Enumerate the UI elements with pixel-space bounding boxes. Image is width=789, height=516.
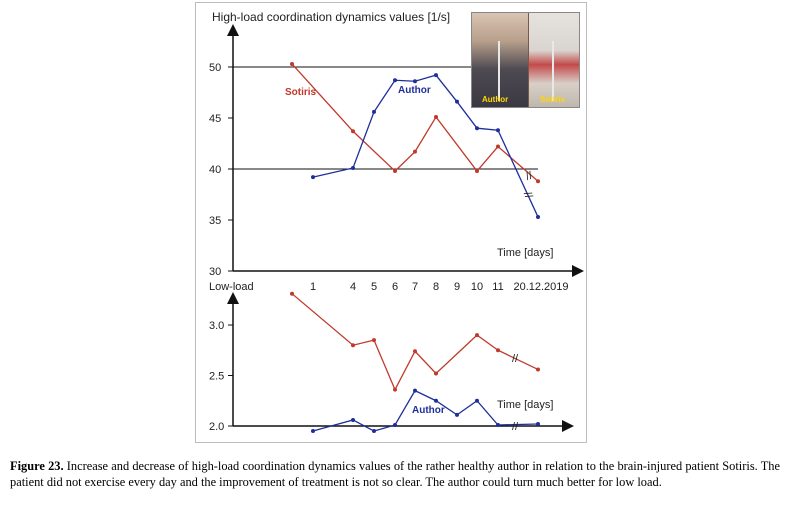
top-point-author (475, 126, 479, 131)
bottom-point-author (496, 422, 500, 427)
bottom-x-axis-title: Time [days] (497, 399, 553, 411)
top-series-line-sotiris (291, 63, 539, 182)
x-tick-label: 8 (433, 281, 439, 293)
x-tick-label: 11 (492, 281, 503, 293)
bottom-y-tick-label: 2.0 (209, 421, 224, 433)
bike-frame-left (498, 41, 500, 101)
bottom-point-author (311, 429, 315, 434)
bottom-chart-title: Low-load (209, 281, 254, 293)
bottom-point-author (434, 398, 438, 403)
top-point-author (393, 78, 397, 83)
photo-caption-author: Author (482, 95, 509, 104)
bottom-point-sotiris (536, 367, 540, 372)
bottom-series-line-author (312, 389, 539, 432)
top-point-sotiris (290, 61, 294, 66)
photo-caption-patient: Sotiris (540, 95, 565, 104)
x-tick-label: 4 (350, 281, 356, 293)
bottom-point-author (455, 412, 459, 417)
bottom-point-author (351, 417, 355, 422)
series-label-author-top: Author (398, 85, 431, 96)
top-point-sotiris (393, 169, 397, 174)
bottom-point-author (475, 398, 479, 403)
top-point-sotiris (434, 114, 438, 119)
author-photo (472, 13, 528, 107)
figure-label: Figure 23. (10, 459, 64, 473)
x-tick-label: 5 (371, 281, 377, 293)
x-tick-label: 20.12.2019 (513, 281, 568, 293)
patient-photo (529, 13, 579, 107)
top-point-author (496, 128, 500, 133)
bottom-y-tick-label: 3.0 (209, 320, 224, 332)
bottom-point-sotiris (413, 349, 417, 354)
bottom-y-tick-label: 2.5 (209, 371, 224, 383)
bottom-point-sotiris (475, 333, 479, 338)
bike-frame-right (552, 41, 554, 101)
bottom-point-sotiris (290, 291, 294, 296)
top-break-marker-2: // (521, 190, 535, 201)
bottom-break-marker-2: // (512, 421, 519, 433)
bottom-point-sotiris (393, 387, 397, 392)
bottom-point-sotiris (496, 348, 500, 353)
bottom-point-author (536, 421, 540, 426)
top-point-sotiris (475, 169, 479, 174)
figure-caption-text: Increase and decrease of high-load coord… (10, 459, 780, 489)
bottom-point-author (413, 388, 417, 393)
top-y-tick-label: 45 (209, 113, 221, 125)
top-point-author (455, 99, 459, 104)
x-tick-label: 9 (454, 281, 460, 293)
bottom-break-marker: // (512, 353, 519, 365)
bottom-point-sotiris (351, 343, 355, 348)
top-point-sotiris (536, 179, 540, 184)
series-label-sotiris-top: Sotiris (285, 87, 317, 98)
top-point-author (311, 175, 315, 180)
photo-inset: Author Sotiris (471, 12, 580, 108)
figure-caption: Figure 23. Increase and decrease of high… (10, 458, 780, 490)
bottom-point-sotiris (434, 371, 438, 376)
top-point-author (434, 73, 438, 78)
x-tick-label: 10 (471, 281, 483, 293)
top-x-axis-title: Time [days] (497, 247, 553, 259)
top-y-tick-label: 35 (209, 215, 221, 227)
x-tick-label: 7 (412, 281, 418, 293)
bottom-point-author (372, 429, 376, 434)
series-label-author-bottom: Author (412, 405, 445, 416)
top-y-tick-label: 30 (209, 266, 221, 278)
top-point-sotiris (496, 144, 500, 149)
x-tick-label: 1 (310, 281, 316, 293)
top-point-author (351, 165, 355, 170)
top-point-author (372, 109, 376, 114)
bottom-point-sotiris (372, 338, 376, 343)
top-y-tick-label: 50 (209, 62, 221, 74)
top-point-sotiris (351, 129, 355, 134)
top-break-marker: // (524, 169, 535, 183)
bottom-series-line-sotiris (291, 293, 539, 392)
top-y-tick-label: 40 (209, 164, 221, 176)
top-point-author (413, 79, 417, 84)
top-point-sotiris (413, 149, 417, 154)
top-series-line-author (312, 74, 539, 218)
top-chart-title: High-load coordination dynamics values [… (212, 10, 450, 24)
top-point-author (536, 214, 540, 219)
x-tick-label: 6 (392, 281, 398, 293)
bottom-point-author (393, 422, 397, 427)
